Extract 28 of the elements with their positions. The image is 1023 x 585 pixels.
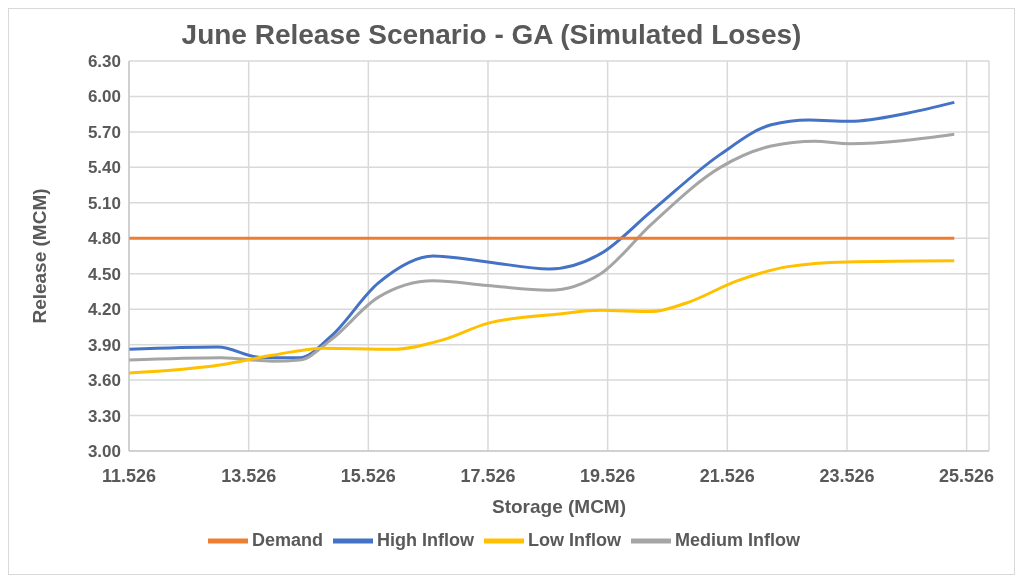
x-tick-label: 15.526 [340,465,396,486]
legend-label: High Inflow [377,529,474,550]
y-tick-label: 3.30 [87,406,121,426]
y-tick-label: 6.00 [87,87,121,107]
y-tick-label: 4.20 [87,300,121,320]
x-tick-label: 23.526 [819,465,875,486]
line-series [129,259,956,375]
y-tick-label: 4.50 [87,264,121,284]
x-tick-label: 13.526 [221,465,277,486]
y-tick-label: 4.80 [87,229,121,249]
x-axis-title: Storage (MCM) [491,496,627,517]
x-tick-label: 19.526 [580,465,636,486]
y-tick-label: 5.40 [87,158,121,178]
x-tick-label: 25.526 [939,465,995,486]
y-axis-title: Release (MCM) [28,188,50,324]
y-tick-label: 6.30 [87,52,121,72]
y-tick-label: 5.70 [87,122,121,142]
x-tick-label: 21.526 [699,465,755,486]
y-tick-label: 5.10 [87,193,121,213]
legend-label: Low Inflow [528,529,621,550]
legend-label: Demand [252,529,324,550]
y-tick-label: 3.00 [87,442,121,462]
x-tick-label: 11.526 [101,465,157,486]
chart-title: June Release Scenario - GA (Simulated Loses) [180,18,803,51]
y-tick-label: 3.60 [87,371,121,391]
x-tick-label: 17.526 [460,465,516,486]
legend-label: Medium Inflow [674,529,800,550]
y-tick-label: 3.90 [87,335,121,355]
